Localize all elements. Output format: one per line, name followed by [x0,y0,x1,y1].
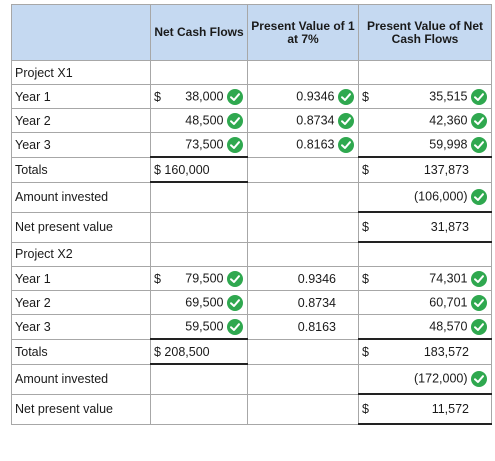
npv-value: 31,873 [430,220,469,234]
table-row: Year 3 73,500 0.8163 59,998 [11,132,492,158]
amount-invested-value: (172,000) [414,371,468,386]
project-x1-title-row: Project X1 [11,60,492,85]
cash-value: 59,500 [185,318,224,333]
pv-cash-value: 42,360 [429,112,468,127]
check-circle-icon [227,318,243,335]
amount-invested-row: Amount invested (106,000) [11,181,492,213]
cash-value: 69,500 [185,294,224,309]
check-circle-icon [338,88,354,105]
check-circle-icon [471,136,487,153]
cash-value: 73,500 [185,136,224,151]
check-circle-icon [227,112,243,129]
check-circle-icon [338,112,354,129]
totals-row: Totals $ 160,000 $137,873 [11,156,492,183]
pv-cash-value: 48,570 [429,318,468,333]
check-circle-icon [338,136,354,153]
dollar-sign: $ [362,344,369,359]
cash-value: 48,500 [185,112,224,127]
dollar-sign: $ [154,271,161,286]
pv-cash-value: 59,998 [429,136,468,151]
npv-table: Net Cash Flows Present Value of 1 at 7% … [11,4,492,425]
header-blank [11,4,151,61]
table-row: Year 2 69,500 0.8734 60,701 [11,290,492,315]
totals-cash-value: $ 160,000 [154,162,210,177]
check-circle-icon [227,270,243,287]
check-circle-icon [471,294,487,311]
pv-factor-value: 0.9346 [297,271,336,286]
project-title: Project X2 [11,241,151,267]
totals-row: Totals $ 208,500 $183,572 [11,338,492,365]
row-label: Year 1 [11,84,151,109]
amount-invested-label: Amount invested [11,363,151,395]
dollar-sign: $ [362,220,369,234]
table-row: Year 2 48,500 0.8734 42,360 [11,108,492,133]
dollar-sign: $ [154,89,161,104]
npv-row: Net present value $31,873 [11,211,492,243]
check-circle-icon [227,294,243,311]
npv-value: 11,572 [431,402,469,416]
check-circle-icon [227,88,243,105]
row-label: Year 2 [11,290,151,315]
header-pv-cash-flows: Present Value of Net Cash Flows [358,4,492,61]
pv-factor-value: 0.9346 [296,88,335,103]
check-circle-icon [471,112,487,129]
dollar-sign: $ [362,162,369,177]
table-row: Year 1 $38,000 0.9346 $35,515 [11,84,492,109]
amount-invested-row: Amount invested (172,000) [11,363,492,395]
amount-invested-label: Amount invested [11,181,151,213]
dollar-sign: $ [362,89,369,104]
pv-factor-value: 0.8734 [296,112,335,127]
check-circle-icon [471,370,487,387]
totals-label: Totals [11,338,151,365]
header-pv-factor: Present Value of 1 at 7% [247,4,359,61]
table-row: Year 1 $79,500 0.9346 $74,301 [11,266,492,291]
dollar-sign: $ [362,402,369,416]
project-title: Project X1 [11,60,151,85]
totals-pv-cash-value: 183,572 [423,344,469,359]
check-circle-icon [471,188,487,205]
pv-cash-value: 74,301 [429,270,468,285]
row-label: Year 2 [11,108,151,133]
header-row: Net Cash Flows Present Value of 1 at 7% … [11,4,492,61]
check-circle-icon [471,270,487,287]
totals-cash-value: $ 208,500 [154,344,210,359]
pv-factor-value: 0.8734 [297,295,336,310]
cash-value: 38,000 [185,88,224,103]
table-row: Year 3 59,500 0.8163 48,570 [11,314,492,340]
row-label: Year 3 [11,314,151,340]
pv-cash-value: 35,515 [429,88,468,103]
npv-label: Net present value [11,211,151,243]
pv-cash-value: 60,701 [429,294,468,309]
dollar-sign: $ [362,271,369,286]
amount-invested-value: (106,000) [414,189,468,204]
pv-factor-value: 0.8163 [296,137,335,152]
row-label: Year 3 [11,132,151,158]
totals-label: Totals [11,156,151,183]
project-x2-title-row: Project X2 [11,241,492,267]
totals-pv-cash-value: 137,873 [423,162,469,177]
check-circle-icon [227,136,243,153]
pv-factor-value: 0.8163 [297,319,336,334]
npv-row: Net present value $11,572 [11,393,492,425]
row-label: Year 1 [11,266,151,291]
header-net-cash-flows: Net Cash Flows [150,4,248,61]
npv-label: Net present value [11,393,151,425]
check-circle-icon [471,88,487,105]
check-circle-icon [471,318,487,335]
cash-value: 79,500 [185,270,224,285]
